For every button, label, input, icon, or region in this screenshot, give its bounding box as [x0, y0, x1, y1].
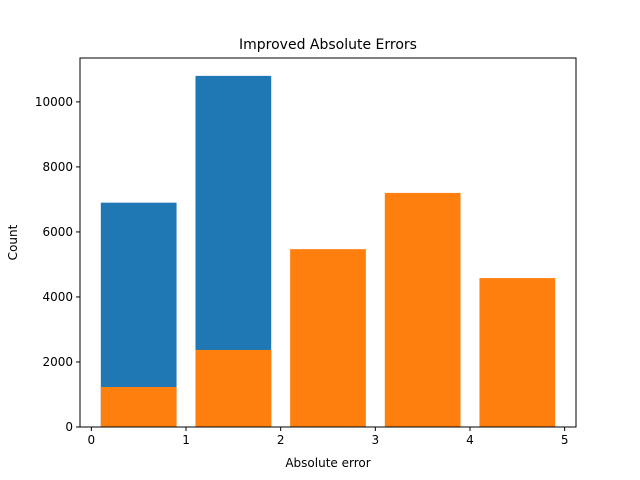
x-axis: 0 1 2 3 4 5 [88, 427, 569, 447]
bar-series-2-3 [290, 249, 366, 427]
y-tick-label: 10000 [35, 95, 73, 109]
x-tick-label: 4 [466, 433, 474, 447]
y-tick-label: 8000 [42, 160, 73, 174]
bar-series-2-5 [479, 278, 556, 427]
x-axis-label: Absolute error [285, 456, 370, 470]
plot-frame [79, 57, 577, 428]
x-tick-label: 2 [277, 433, 285, 447]
bar-series-2-4 [384, 192, 461, 427]
y-tick-label: 2000 [42, 355, 73, 369]
y-tick-label: 4000 [42, 290, 73, 304]
bars-layer [100, 75, 556, 427]
x-tick-label: 5 [561, 433, 569, 447]
bar-series-2-1 [100, 387, 177, 427]
y-tick-label: 6000 [42, 225, 73, 239]
bar-series-2-2 [195, 349, 272, 427]
y-axis-label: Count [6, 224, 20, 260]
y-axis: 0 2000 4000 6000 8000 10000 [35, 95, 80, 434]
x-tick-label: 0 [88, 433, 96, 447]
x-tick-label: 1 [182, 433, 190, 447]
chart-title: Improved Absolute Errors [239, 37, 417, 53]
x-tick-label: 3 [372, 433, 380, 447]
y-tick-label: 0 [65, 420, 73, 434]
